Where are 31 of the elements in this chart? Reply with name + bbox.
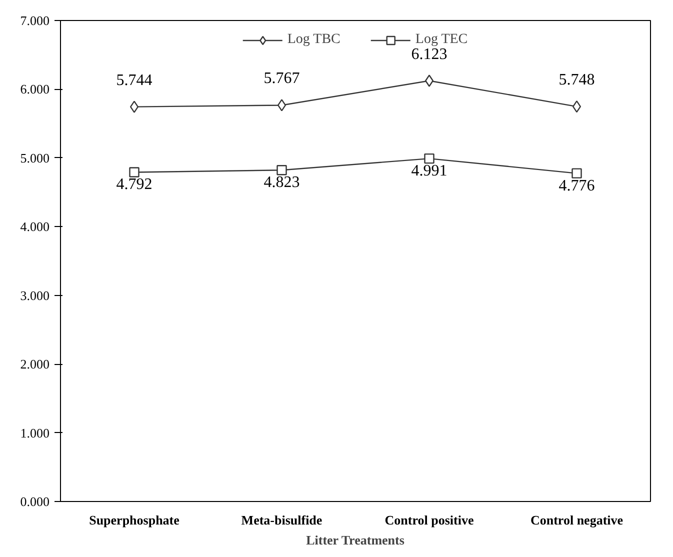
y-tick-label: 4.000: [20, 219, 50, 234]
y-tick-label: 6.000: [20, 82, 50, 97]
data-label: 6.123: [411, 46, 448, 63]
x-tick-label: Control positive: [384, 512, 474, 528]
point: [424, 153, 434, 164]
y-tick-label: 7.000: [20, 13, 50, 28]
legend-label: Log TBC: [287, 32, 340, 48]
point: [130, 100, 139, 113]
legend-label: Log TEC: [415, 32, 468, 48]
data-label: 4.792: [116, 176, 152, 194]
y-tick-label: 5.000: [20, 150, 50, 166]
data-label: 5.767: [264, 70, 300, 88]
data-label: 5.744: [116, 72, 152, 89]
x-tick-label: Superphosphate: [89, 512, 180, 528]
x-tick-label: Control negative: [530, 512, 624, 528]
y-tick-label: 2.000: [20, 356, 50, 372]
y-tick-label: 0.000: [20, 494, 50, 509]
point: [572, 100, 582, 113]
point: [424, 74, 434, 87]
x-axis-title: Litter Treatments: [306, 532, 404, 548]
data-label: 5.748: [558, 72, 595, 89]
y-tick-label: 3.000: [20, 288, 50, 303]
y-tick-label: 1.000: [20, 425, 50, 440]
point: [572, 168, 582, 178]
point: [129, 167, 140, 178]
point: [277, 99, 286, 112]
point: [276, 164, 287, 176]
data-label: 4.776: [558, 177, 595, 194]
x-tick-label: Meta-bisulfide: [241, 512, 322, 528]
data-label: 4.823: [264, 174, 300, 192]
data-label: 4.991: [411, 162, 448, 180]
